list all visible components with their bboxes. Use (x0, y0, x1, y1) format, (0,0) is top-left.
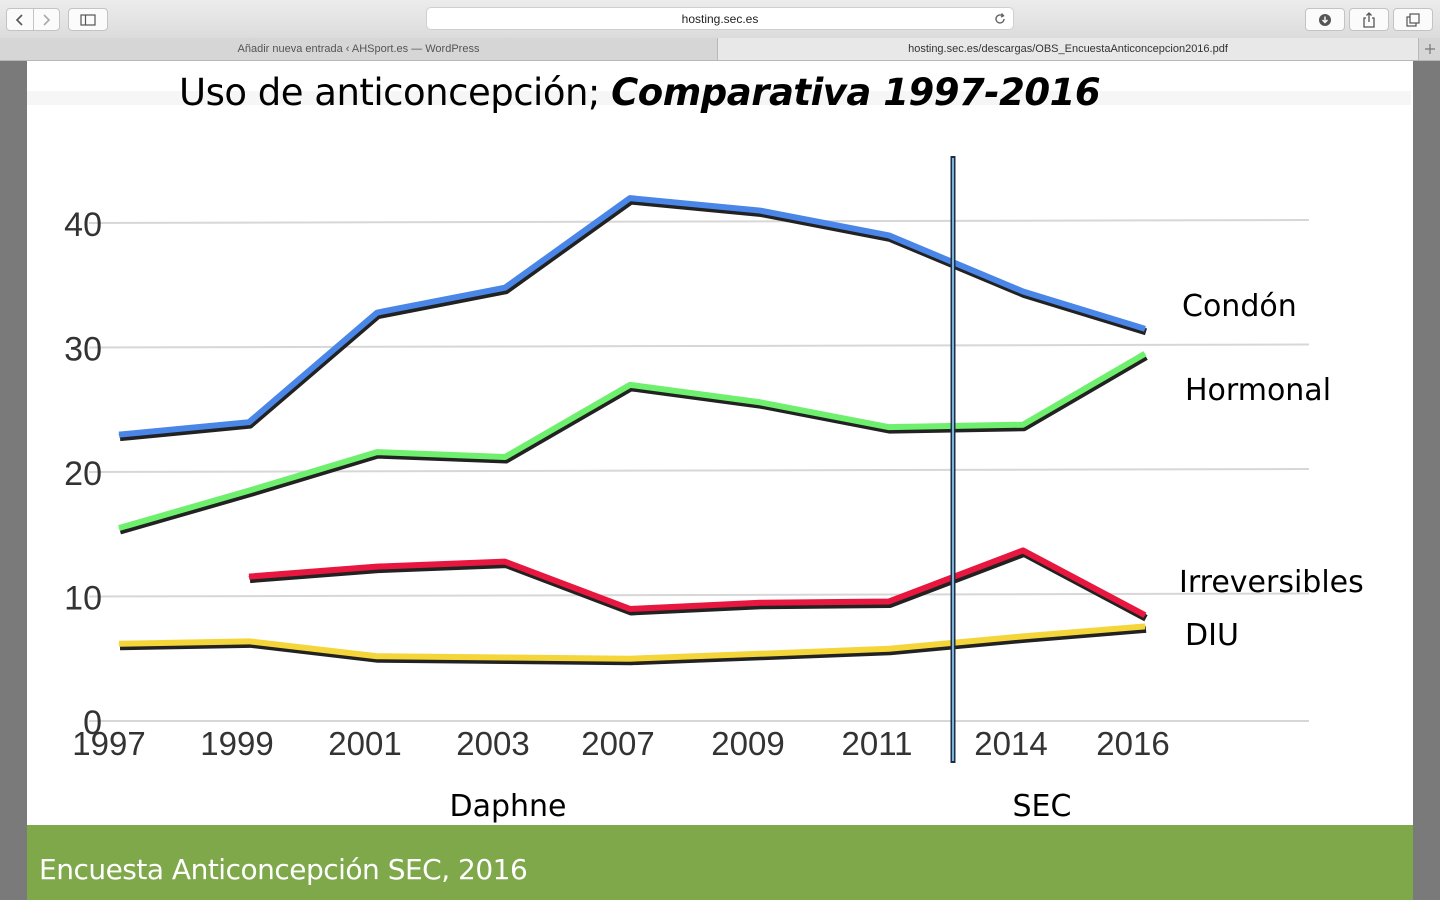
series-label: DIU (1185, 618, 1239, 653)
tab-bar: Añadir nueva entrada ‹ AHSport.es — Word… (0, 38, 1440, 61)
x-tick-label: 2001 (328, 725, 401, 762)
data-point (248, 640, 250, 642)
sidebar-icon (80, 13, 96, 26)
forward-button[interactable] (32, 9, 60, 30)
data-point (629, 197, 631, 199)
group-label: Daphne (449, 789, 566, 824)
data-point (629, 608, 631, 610)
y-tick-label: 20 (64, 455, 102, 493)
data-point (888, 600, 890, 602)
slide-title-emph: Comparativa 1997-2016 (611, 71, 1101, 114)
data-point (1144, 328, 1146, 330)
address-text: hosting.sec.es (681, 12, 759, 26)
data-point (1144, 625, 1146, 627)
data-point (504, 287, 506, 289)
data-point (376, 312, 378, 314)
line-chart: 0 10 20 30 40 1997 1999 2001 2003 2007 2009 2011 201… (64, 156, 1364, 824)
gridline (88, 219, 1310, 224)
share-icon (1363, 11, 1375, 28)
x-tick-label: 2016 (1096, 725, 1169, 762)
slide-title-plain: Uso de anticoncepción; (179, 71, 612, 114)
gridline (88, 343, 1310, 349)
data-point (1022, 635, 1024, 637)
nav-buttons (6, 8, 60, 31)
x-tick-label: 2011 (842, 725, 913, 762)
data-point (248, 490, 250, 492)
x-tick-label: 2007 (581, 725, 654, 762)
data-point (118, 434, 120, 436)
data-point (888, 648, 890, 650)
gridline (88, 592, 1310, 598)
data-point (504, 657, 506, 659)
new-tab-button[interactable] (1418, 38, 1440, 60)
slide-title: Uso de anticoncepción; Comparativa 1997-… (179, 71, 1279, 123)
footer-text: Encuesta Anticoncepción SEC, 2016 (39, 853, 528, 886)
x-tick-label: 2009 (711, 725, 784, 762)
data-point (376, 566, 378, 568)
address-bar[interactable]: hosting.sec.es (426, 7, 1014, 30)
chevron-left-icon (15, 13, 23, 26)
data-point (1022, 424, 1024, 426)
x-tick-label: 1997 (72, 725, 145, 762)
series-line (248, 547, 1147, 618)
data-point (118, 643, 120, 645)
data-point (118, 527, 120, 529)
page-edge (1413, 826, 1440, 900)
download-icon (1319, 13, 1331, 26)
data-point (504, 456, 506, 458)
series-label: Irreversibles (1179, 565, 1364, 600)
y-tick-label: 10 (64, 580, 102, 618)
series-line (118, 351, 1147, 531)
data-point (248, 421, 250, 423)
series-shadow (249, 549, 1148, 622)
data-point (1022, 290, 1024, 292)
data-point (376, 655, 378, 657)
series-label: Condón (1182, 289, 1297, 324)
downloads-button[interactable] (1305, 8, 1345, 31)
data-point (1144, 614, 1146, 616)
x-tick-label: 2003 (456, 725, 529, 762)
data-point (888, 426, 890, 428)
tab-pdf[interactable]: hosting.sec.es/descargas/OBS_EncuestaAnt… (718, 38, 1418, 60)
data-point (759, 210, 761, 212)
data-point (888, 234, 890, 236)
data-point (629, 658, 631, 660)
data-point (376, 451, 378, 453)
sidebar-button[interactable] (68, 8, 108, 31)
reload-icon[interactable] (993, 12, 1007, 26)
data-point (248, 576, 250, 578)
data-point (1022, 549, 1024, 551)
series-line (118, 195, 1146, 438)
y-tick-label: 30 (64, 331, 102, 369)
group-label: SEC (1013, 789, 1072, 824)
gridline (88, 468, 1310, 473)
footer-band: Encuesta Anticoncepción SEC, 2016 (27, 825, 1413, 900)
chevron-right-icon (43, 13, 51, 26)
tab-wordpress[interactable]: Añadir nueva entrada ‹ AHSport.es — Word… (0, 38, 718, 60)
y-tick-label: 0 (83, 704, 102, 742)
data-point (759, 653, 761, 655)
data-point (1144, 353, 1146, 355)
share-button[interactable] (1349, 8, 1389, 31)
back-button[interactable] (7, 9, 33, 30)
x-tick-label: 1999 (200, 725, 273, 762)
x-tick-label: 2014 (974, 725, 1047, 762)
tabs-icon (1406, 12, 1420, 27)
pdf-page: Uso de anticoncepción; Comparativa 1997-… (27, 61, 1413, 900)
plus-icon (1425, 44, 1435, 54)
data-point (629, 384, 631, 386)
browser-toolbar: hosting.sec.es (0, 0, 1440, 39)
data-point (504, 561, 506, 563)
data-point (759, 401, 761, 403)
series-label: Hormonal (1185, 373, 1331, 408)
y-tick-label: 40 (64, 206, 102, 244)
title-strip (27, 91, 1411, 105)
tabs-overview-button[interactable] (1393, 8, 1433, 31)
data-point (759, 602, 761, 604)
